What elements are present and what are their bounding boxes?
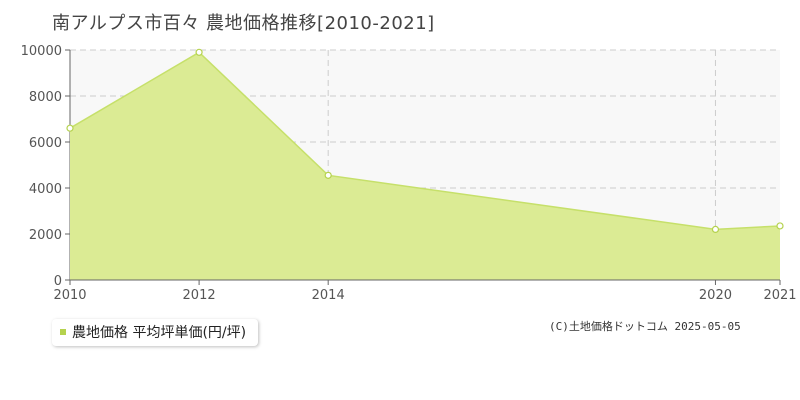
y-tick-label: 0 bbox=[54, 274, 62, 289]
data-point bbox=[711, 225, 720, 233]
data-points bbox=[66, 48, 784, 233]
data-point bbox=[195, 48, 203, 56]
data-point bbox=[776, 222, 784, 230]
chart-title: 南アルプス市百々 農地価格推移[2010-2021] bbox=[52, 13, 435, 34]
series-area bbox=[70, 52, 780, 280]
y-tick-label: 2000 bbox=[29, 228, 62, 243]
y-tick-label: 4000 bbox=[29, 182, 62, 197]
x-tick-label: 2014 bbox=[312, 288, 345, 303]
data-point bbox=[324, 171, 332, 179]
x-axis-ticks: 2010 2012 2014 2020 2021 bbox=[53, 280, 797, 303]
x-tick-label: 2021 bbox=[763, 288, 796, 303]
legend-label: 農地価格 平均坪単価(円/坪) bbox=[72, 325, 247, 341]
y-tick-label: 10000 bbox=[21, 44, 62, 59]
data-point bbox=[66, 124, 74, 132]
y-axis-ticks: 0 2000 4000 6000 8000 10000 bbox=[21, 44, 70, 289]
x-tick-label: 2020 bbox=[699, 288, 732, 303]
x-tick-label: 2012 bbox=[183, 288, 216, 303]
y-tick-label: 8000 bbox=[29, 90, 62, 105]
legend-swatch bbox=[60, 329, 66, 335]
y-tick-label: 6000 bbox=[29, 136, 62, 151]
legend: 農地価格 平均坪単価(円/坪) bbox=[52, 319, 259, 346]
x-tick-label: 2010 bbox=[53, 288, 86, 303]
copyright-credit: (C)土地価格ドットコム 2025-05-05 bbox=[549, 320, 741, 333]
